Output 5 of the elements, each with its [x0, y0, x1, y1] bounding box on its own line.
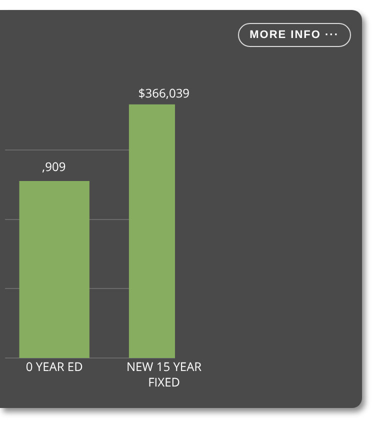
x-tick-label: NEW 15 YEAR FIXED: [126, 358, 202, 391]
data-label: $366,039: [138, 84, 190, 102]
annotation: ,909: [42, 158, 66, 175]
more-info-button: MORE INFO ···: [238, 23, 351, 47]
x-tick-label: 0 YEAR ED: [26, 358, 83, 375]
